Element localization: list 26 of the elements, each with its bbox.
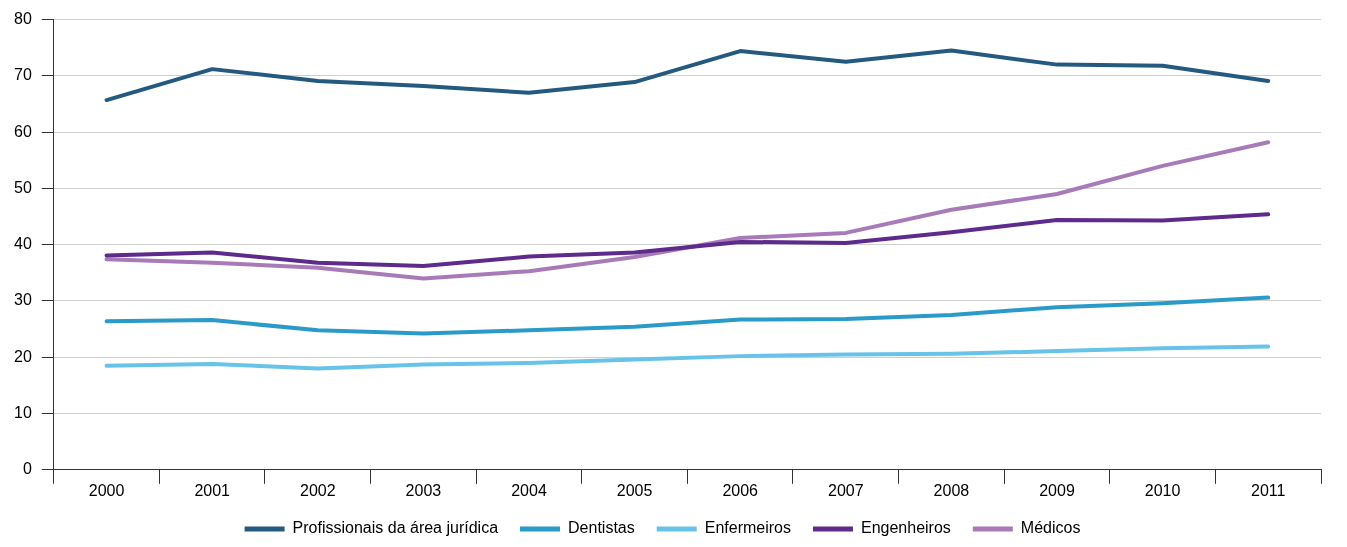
x-tick-label: 2006: [722, 481, 759, 499]
x-tick-label: 2010: [1144, 481, 1181, 499]
legend-label: Profissionais da área jurídica: [292, 519, 499, 537]
y-tick-label: 80: [14, 10, 32, 28]
x-tick-label: 2008: [933, 481, 970, 499]
y-tick-label: 0: [22, 460, 32, 478]
legend-label: Médicos: [1020, 519, 1081, 537]
y-tick-label: 70: [14, 66, 32, 84]
x-tick-label: 2000: [88, 481, 125, 499]
x-tick-label: 2007: [828, 481, 864, 499]
y-tick-label: 30: [14, 291, 32, 309]
x-tick-label: 2004: [511, 481, 547, 499]
legend-label: Enfermeiros: [704, 519, 791, 537]
x-tick-label: 2009: [1039, 481, 1075, 499]
y-tick-label: 20: [14, 347, 32, 365]
x-tick-label: 2002: [300, 481, 336, 499]
x-tick-label: 2001: [194, 481, 231, 499]
legend-label: Engenheiros: [860, 519, 951, 537]
x-tick-label: 2011: [1251, 481, 1286, 499]
x-tick-label: 2005: [616, 481, 653, 499]
y-tick-label: 10: [14, 403, 32, 421]
y-tick-label: 60: [14, 122, 32, 140]
x-tick-label: 2003: [405, 481, 442, 499]
y-tick-label: 40: [14, 235, 32, 253]
y-tick-label: 50: [14, 178, 32, 196]
legend-label: Dentistas: [568, 519, 635, 537]
